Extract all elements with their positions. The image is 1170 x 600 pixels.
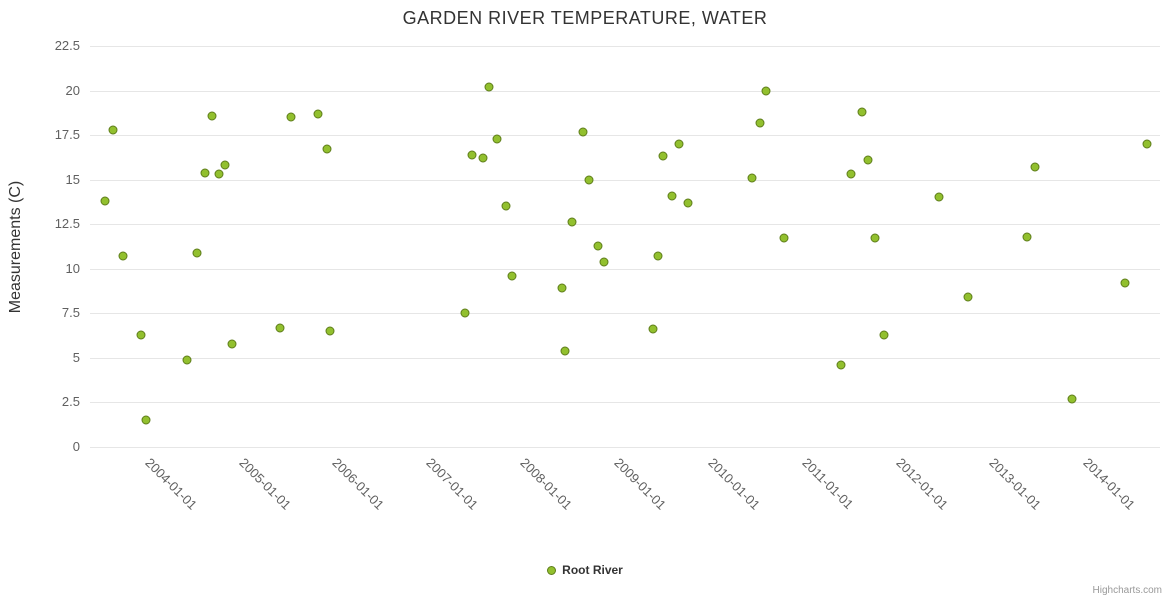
data-point[interactable] bbox=[560, 346, 570, 356]
data-point[interactable] bbox=[501, 201, 511, 211]
data-point[interactable] bbox=[857, 107, 867, 117]
data-point[interactable] bbox=[593, 241, 603, 251]
data-point[interactable] bbox=[478, 153, 488, 163]
x-axis-tick-label: 2014-01-01 bbox=[1080, 455, 1139, 513]
data-point[interactable] bbox=[1022, 232, 1032, 242]
x-axis-tick-label: 2008-01-01 bbox=[517, 455, 576, 513]
x-axis-tick-label: 2006-01-01 bbox=[329, 455, 388, 513]
data-point[interactable] bbox=[322, 144, 332, 154]
data-point[interactable] bbox=[653, 251, 663, 261]
data-point[interactable] bbox=[507, 271, 517, 281]
data-point[interactable] bbox=[182, 355, 192, 365]
data-point[interactable] bbox=[584, 175, 594, 185]
data-point[interactable] bbox=[747, 173, 757, 183]
gridline bbox=[90, 313, 1160, 315]
data-point[interactable] bbox=[108, 125, 118, 135]
gridline bbox=[90, 268, 1160, 270]
gridline bbox=[90, 224, 1160, 226]
gridline bbox=[90, 402, 1160, 404]
data-point[interactable] bbox=[1030, 162, 1040, 172]
data-point[interactable] bbox=[683, 198, 693, 208]
x-axis-tick-label: 2004-01-01 bbox=[142, 455, 200, 513]
x-axis-tick-label: 2009-01-01 bbox=[611, 455, 670, 513]
data-point[interactable] bbox=[460, 308, 469, 318]
data-point[interactable] bbox=[1067, 394, 1077, 404]
gridline bbox=[90, 447, 1160, 448]
data-point[interactable] bbox=[761, 86, 771, 96]
data-point[interactable] bbox=[934, 192, 944, 202]
data-point[interactable] bbox=[207, 111, 217, 120]
data-point[interactable] bbox=[192, 248, 202, 258]
y-axis-title-text: Measurements (C) bbox=[7, 180, 25, 313]
data-point[interactable] bbox=[1142, 139, 1152, 149]
gridline bbox=[90, 357, 1160, 359]
gridline bbox=[90, 135, 1160, 137]
data-point[interactable] bbox=[863, 155, 873, 165]
legend-label: Root River bbox=[562, 563, 623, 577]
data-point[interactable] bbox=[557, 283, 567, 293]
data-point[interactable] bbox=[870, 233, 880, 243]
data-point[interactable] bbox=[755, 118, 765, 128]
data-point[interactable] bbox=[141, 415, 151, 425]
plot-area bbox=[90, 46, 1160, 448]
x-axis-tick-label: 2011-01-01 bbox=[799, 455, 857, 512]
gridline bbox=[90, 179, 1160, 181]
data-point[interactable] bbox=[658, 151, 668, 161]
y-axis-title: Measurements (C) bbox=[4, 46, 28, 447]
data-point[interactable] bbox=[599, 257, 609, 267]
data-point[interactable] bbox=[100, 196, 110, 206]
data-point[interactable] bbox=[286, 112, 296, 122]
x-axis-tick-label: 2012-01-01 bbox=[892, 455, 951, 513]
data-point[interactable] bbox=[136, 330, 146, 340]
data-point[interactable] bbox=[220, 160, 230, 170]
data-point[interactable] bbox=[779, 233, 789, 243]
data-point[interactable] bbox=[200, 168, 210, 178]
highcharts-credit[interactable]: Highcharts.com bbox=[1092, 585, 1162, 596]
legend-marker-icon bbox=[547, 565, 557, 575]
data-point[interactable] bbox=[674, 139, 683, 149]
data-point[interactable] bbox=[325, 326, 335, 336]
data-point[interactable] bbox=[492, 134, 502, 144]
chart-title: GARDEN RIVER TEMPERATURE, WATER bbox=[402, 8, 768, 28]
data-point[interactable] bbox=[879, 330, 889, 340]
data-point[interactable] bbox=[567, 217, 577, 227]
data-point[interactable] bbox=[846, 169, 856, 179]
data-point[interactable] bbox=[667, 191, 677, 201]
data-point[interactable] bbox=[836, 360, 846, 370]
data-point[interactable] bbox=[963, 292, 973, 302]
data-point[interactable] bbox=[313, 109, 323, 119]
data-point[interactable] bbox=[648, 324, 658, 334]
data-point[interactable] bbox=[214, 169, 224, 179]
data-point[interactable] bbox=[118, 251, 128, 261]
x-axis-tick-label: 2007-01-01 bbox=[423, 455, 482, 513]
legend-item-root-river[interactable]: Root River bbox=[0, 563, 1170, 577]
gridline bbox=[90, 90, 1160, 92]
x-axis-tick-label: 2013-01-01 bbox=[986, 455, 1045, 513]
data-point[interactable] bbox=[227, 339, 237, 349]
data-point[interactable] bbox=[484, 82, 494, 92]
gridline bbox=[90, 46, 1160, 47]
x-axis-tick-label: 2005-01-01 bbox=[235, 455, 294, 513]
x-axis-tick-label: 2010-01-01 bbox=[705, 455, 763, 513]
data-point[interactable] bbox=[578, 127, 588, 137]
data-point[interactable] bbox=[467, 150, 477, 160]
data-point[interactable] bbox=[275, 323, 285, 333]
data-point[interactable] bbox=[1120, 278, 1130, 288]
